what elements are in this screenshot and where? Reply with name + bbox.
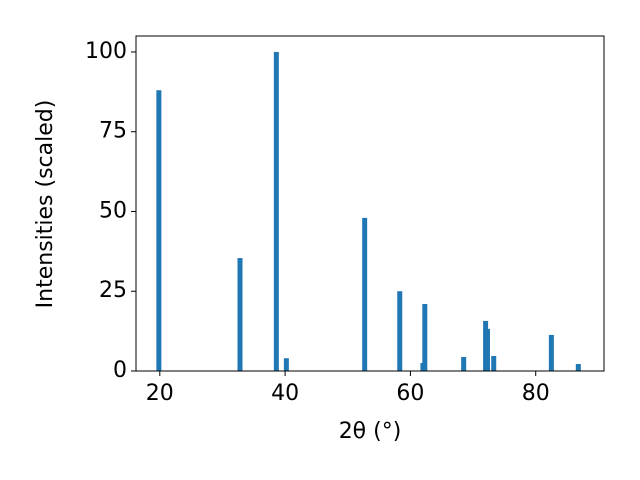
y-axis-label: Intensities (scaled) (33, 100, 58, 309)
y-tick-label: 100 (85, 39, 127, 64)
bar (283, 358, 289, 371)
bar (422, 304, 428, 371)
plot-frame (135, 35, 605, 372)
bar (461, 356, 467, 371)
bar (575, 363, 581, 371)
y-tick-label: 25 (99, 278, 127, 303)
bar (484, 328, 490, 371)
x-tick-label: 60 (396, 381, 424, 406)
x-tick-label: 20 (146, 381, 174, 406)
y-tick-label: 0 (113, 358, 127, 383)
bar (548, 334, 554, 371)
bar (491, 356, 497, 371)
y-tick-label: 75 (99, 119, 127, 144)
x-axis-label: 2θ (°) (339, 419, 402, 444)
x-tick-label: 40 (271, 381, 299, 406)
bar (397, 291, 403, 371)
y-tick-label: 50 (99, 198, 127, 223)
bar (362, 217, 368, 371)
bar (273, 51, 279, 371)
bar (237, 258, 243, 371)
x-tick-label: 80 (522, 381, 550, 406)
bar (156, 90, 162, 371)
